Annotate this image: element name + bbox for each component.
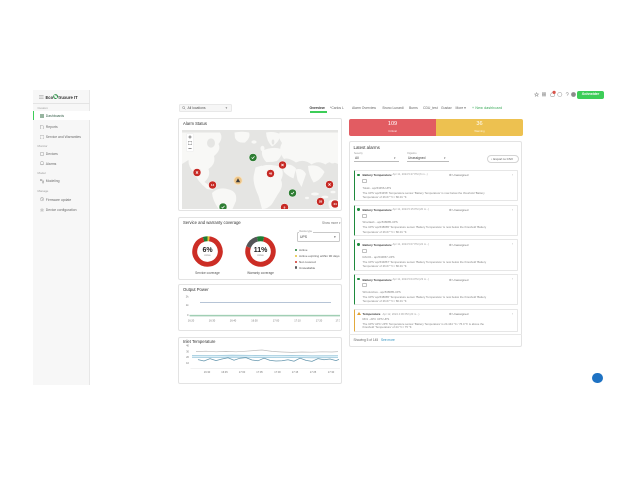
svg-text:16:40: 16:40	[230, 318, 237, 322]
svg-text:30: 30	[186, 349, 189, 353]
svg-text:44: 44	[333, 202, 337, 206]
svg-text:17:10: 17:10	[294, 318, 301, 322]
svg-text:14: 14	[211, 183, 215, 187]
svg-text:0: 0	[187, 313, 189, 317]
svg-text:49: 49	[269, 171, 273, 175]
svg-text:10: 10	[186, 361, 189, 365]
svg-text:17:05: 17:05	[256, 370, 263, 374]
svg-text:17:00: 17:00	[273, 318, 280, 322]
svg-text:16:30: 16:30	[204, 370, 211, 374]
svg-text:16:30: 16:30	[209, 318, 216, 322]
svg-text:17:20: 17:20	[316, 318, 323, 322]
svg-text:28: 28	[319, 199, 323, 203]
svg-text:17:30: 17:30	[328, 370, 335, 374]
svg-text:1k: 1k	[186, 303, 189, 307]
svg-text:16:45: 16:45	[221, 370, 228, 374]
svg-text:2k: 2k	[186, 295, 189, 299]
svg-text:16:20: 16:20	[188, 318, 195, 322]
svg-text:16:50: 16:50	[251, 318, 258, 322]
svg-text:20: 20	[186, 355, 189, 359]
svg-text:17:00: 17:00	[239, 370, 246, 374]
svg-text:17:00: 17:00	[274, 370, 281, 374]
svg-text:9: 9	[284, 205, 286, 208]
svg-text:17:15: 17:15	[292, 370, 299, 374]
svg-text:40: 40	[186, 344, 189, 348]
svg-text:17:3: 17:3	[335, 318, 340, 322]
svg-text:17:25: 17:25	[310, 370, 317, 374]
